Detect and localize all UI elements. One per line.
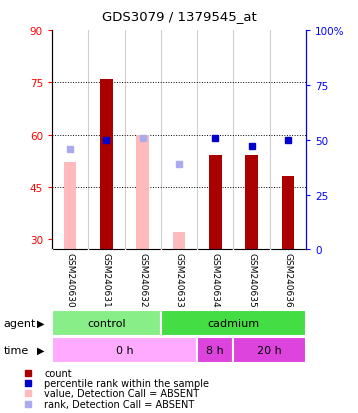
Text: GSM240634: GSM240634 bbox=[211, 253, 220, 307]
Text: value, Detection Call = ABSENT: value, Detection Call = ABSENT bbox=[44, 388, 199, 399]
Bar bbox=[173, 233, 185, 250]
Bar bbox=[52, 337, 197, 363]
Bar bbox=[282, 177, 294, 250]
Text: count: count bbox=[44, 368, 72, 378]
Text: cadmium: cadmium bbox=[207, 318, 260, 328]
Bar bbox=[233, 337, 306, 363]
Text: GSM240635: GSM240635 bbox=[247, 252, 256, 307]
Text: rank, Detection Call = ABSENT: rank, Detection Call = ABSENT bbox=[44, 399, 194, 409]
Bar bbox=[245, 156, 258, 250]
Bar bbox=[100, 80, 113, 250]
Text: GSM240636: GSM240636 bbox=[284, 252, 292, 307]
Text: ▶: ▶ bbox=[38, 345, 45, 355]
Text: time: time bbox=[4, 345, 29, 355]
Bar bbox=[197, 337, 233, 363]
Text: 0 h: 0 h bbox=[116, 345, 133, 355]
Bar bbox=[209, 156, 222, 250]
Text: control: control bbox=[87, 318, 126, 328]
Text: GSM240631: GSM240631 bbox=[102, 252, 111, 307]
Text: percentile rank within the sample: percentile rank within the sample bbox=[44, 378, 209, 388]
Bar bbox=[161, 311, 306, 336]
Text: 20 h: 20 h bbox=[257, 345, 282, 355]
Bar bbox=[64, 163, 76, 250]
Text: 8 h: 8 h bbox=[207, 345, 224, 355]
Text: GDS3079 / 1379545_at: GDS3079 / 1379545_at bbox=[102, 10, 256, 23]
Text: ▶: ▶ bbox=[38, 318, 45, 328]
Text: GSM240630: GSM240630 bbox=[66, 252, 74, 307]
Text: agent: agent bbox=[4, 318, 36, 328]
Text: GSM240633: GSM240633 bbox=[174, 252, 184, 307]
Text: GSM240632: GSM240632 bbox=[138, 253, 147, 307]
Bar bbox=[136, 135, 149, 250]
Bar bbox=[52, 311, 161, 336]
